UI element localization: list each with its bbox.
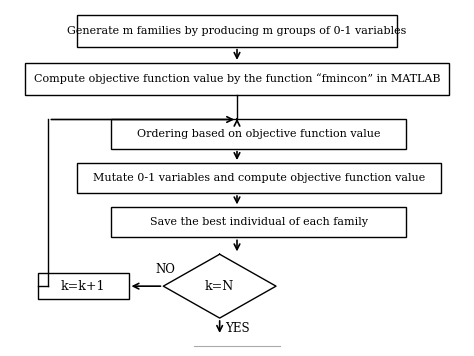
FancyBboxPatch shape [77, 15, 397, 47]
Text: Save the best individual of each family: Save the best individual of each family [150, 217, 368, 227]
FancyBboxPatch shape [37, 273, 128, 299]
Text: Generate m families by producing m groups of 0-1 variables: Generate m families by producing m group… [67, 26, 407, 36]
Text: YES: YES [225, 321, 249, 335]
Text: k=N: k=N [205, 280, 234, 293]
Text: Compute objective function value by the function “fmincon” in MATLAB: Compute objective function value by the … [34, 73, 440, 84]
Text: Ordering based on objective function value: Ordering based on objective function val… [137, 129, 381, 139]
FancyBboxPatch shape [111, 119, 406, 149]
FancyBboxPatch shape [25, 63, 449, 95]
Text: NO: NO [155, 262, 175, 276]
FancyBboxPatch shape [111, 207, 406, 237]
FancyBboxPatch shape [77, 163, 441, 193]
Text: k=k+1: k=k+1 [61, 280, 105, 293]
Text: Mutate 0-1 variables and compute objective function value: Mutate 0-1 variables and compute objecti… [92, 173, 425, 183]
